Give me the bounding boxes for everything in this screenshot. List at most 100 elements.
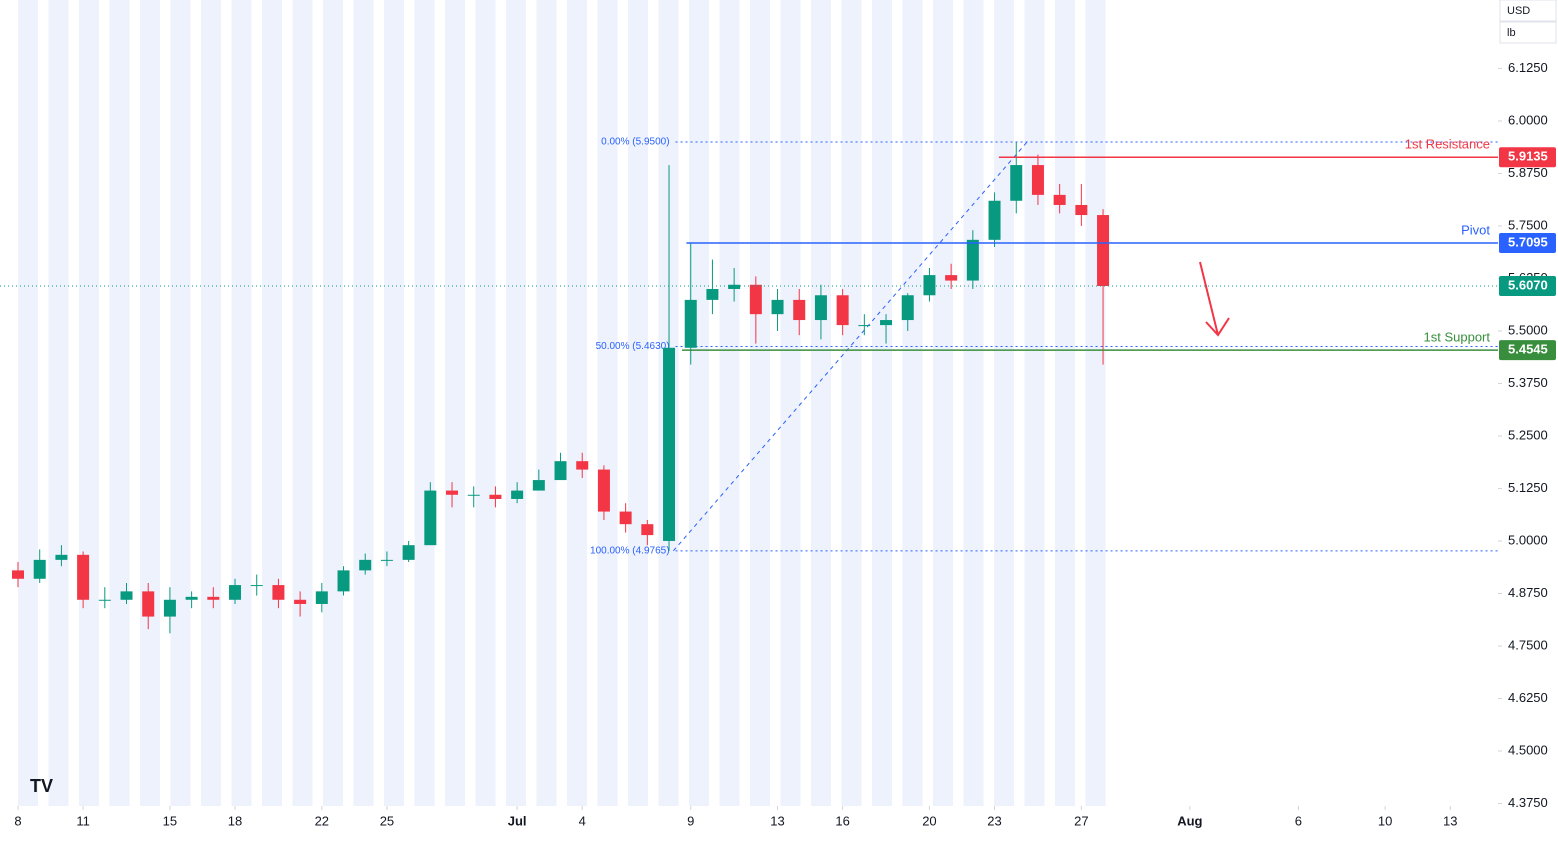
y-tick-label: 4.8750 bbox=[1508, 585, 1548, 600]
session-band bbox=[48, 0, 69, 806]
unit[interactable]: lb bbox=[1507, 27, 1516, 39]
candle-body bbox=[315, 591, 328, 604]
candle-body bbox=[836, 295, 849, 326]
price-tag bbox=[1499, 340, 1556, 361]
price-tag bbox=[1499, 276, 1556, 297]
logo[interactable]: TV bbox=[30, 776, 53, 796]
candle-body bbox=[446, 490, 459, 495]
x-tick-label: 16 bbox=[835, 813, 849, 828]
candle-body bbox=[988, 200, 1001, 240]
session-band bbox=[567, 0, 587, 806]
candle-body bbox=[207, 596, 220, 600]
session-band bbox=[1024, 0, 1045, 806]
currency-select[interactable] bbox=[1499, 0, 1557, 22]
candle-body bbox=[250, 585, 263, 587]
x-tick-label: 18 bbox=[228, 813, 242, 828]
candle-body bbox=[901, 295, 914, 321]
session-band bbox=[1055, 0, 1075, 806]
session-band bbox=[872, 0, 892, 806]
price-tag bbox=[1499, 147, 1556, 168]
level-label: Pivot bbox=[1461, 222, 1490, 237]
candle-body bbox=[532, 480, 545, 491]
session-band bbox=[79, 0, 99, 806]
candle-body bbox=[402, 545, 415, 560]
currency[interactable]: USD bbox=[1507, 5, 1530, 17]
fib-trend bbox=[672, 141, 1028, 552]
price-tag-label: 5.7095 bbox=[1508, 234, 1548, 249]
candle-body bbox=[684, 299, 697, 348]
y-tick-label: 5.0000 bbox=[1508, 532, 1548, 547]
candle-body bbox=[12, 570, 25, 579]
y-tick-label: 5.5000 bbox=[1508, 322, 1548, 337]
session-band bbox=[140, 0, 160, 806]
x-tick-label: 23 bbox=[987, 813, 1001, 828]
candle-body bbox=[663, 347, 676, 541]
session-band bbox=[841, 0, 862, 806]
candle-body bbox=[424, 490, 437, 546]
y-tick-label: 5.3750 bbox=[1508, 375, 1548, 390]
session-band bbox=[353, 0, 374, 806]
x-tick-label: 9 bbox=[687, 813, 694, 828]
fib-label: 100.00% (4.9765) bbox=[590, 545, 670, 556]
candle-body bbox=[706, 288, 719, 300]
y-tick-label: 6.1250 bbox=[1508, 60, 1548, 75]
session-band bbox=[536, 0, 557, 806]
session-band bbox=[231, 0, 252, 806]
candle-body bbox=[489, 494, 502, 499]
arrow bbox=[1199, 261, 1230, 337]
level-label: 1st Resistance bbox=[1405, 137, 1490, 152]
fib-label: 50.00% (5.4630) bbox=[596, 341, 670, 352]
session-band bbox=[170, 0, 191, 806]
y-tick-label: 5.2500 bbox=[1508, 427, 1548, 442]
session-band bbox=[475, 0, 496, 806]
session-band bbox=[323, 0, 343, 806]
x-tick-label: 20 bbox=[922, 813, 936, 828]
candle-body bbox=[294, 599, 307, 604]
session-band bbox=[963, 0, 984, 806]
candle-body bbox=[98, 599, 111, 601]
candle-body bbox=[467, 494, 480, 496]
candle-body bbox=[749, 284, 762, 315]
x-tick-label: 13 bbox=[1443, 813, 1457, 828]
session-band bbox=[506, 0, 526, 806]
candle-body bbox=[1010, 165, 1023, 201]
session-band bbox=[445, 0, 465, 806]
session-band bbox=[262, 0, 282, 806]
price-tag bbox=[1499, 232, 1556, 253]
y-tick-label: 5.7500 bbox=[1508, 217, 1548, 232]
x-tick-label: Aug bbox=[1177, 813, 1202, 828]
session-band bbox=[628, 0, 648, 806]
candle-body bbox=[641, 524, 654, 536]
session-band bbox=[384, 0, 404, 806]
x-tick-label: 13 bbox=[770, 813, 784, 828]
candle-body bbox=[55, 554, 68, 560]
candle-body bbox=[380, 559, 393, 561]
x-tick-label: 15 bbox=[163, 813, 177, 828]
candle-body bbox=[793, 299, 806, 321]
candle-body bbox=[229, 585, 242, 600]
candle-body bbox=[1031, 165, 1044, 195]
session-band bbox=[750, 0, 770, 806]
y-tick-label: 4.3750 bbox=[1508, 795, 1548, 810]
x-tick-label: 6 bbox=[1295, 813, 1302, 828]
candle-body bbox=[1097, 215, 1110, 287]
candle-body bbox=[33, 559, 46, 579]
candle-body bbox=[945, 275, 958, 281]
candle-body bbox=[554, 461, 567, 481]
candle-body bbox=[728, 284, 741, 289]
session-band bbox=[719, 0, 740, 806]
price-tag-label: 5.9135 bbox=[1508, 149, 1548, 164]
candle-body bbox=[771, 299, 784, 315]
candle-body bbox=[576, 461, 589, 470]
candle-body bbox=[77, 554, 90, 600]
session-band bbox=[292, 0, 313, 806]
unit-select[interactable] bbox=[1499, 21, 1557, 44]
y-tick-label: 4.7500 bbox=[1508, 637, 1548, 652]
candle-body bbox=[163, 599, 176, 617]
candle-body bbox=[337, 570, 350, 592]
session-band bbox=[780, 0, 801, 806]
candle-body bbox=[923, 275, 936, 296]
session-band bbox=[994, 0, 1014, 806]
